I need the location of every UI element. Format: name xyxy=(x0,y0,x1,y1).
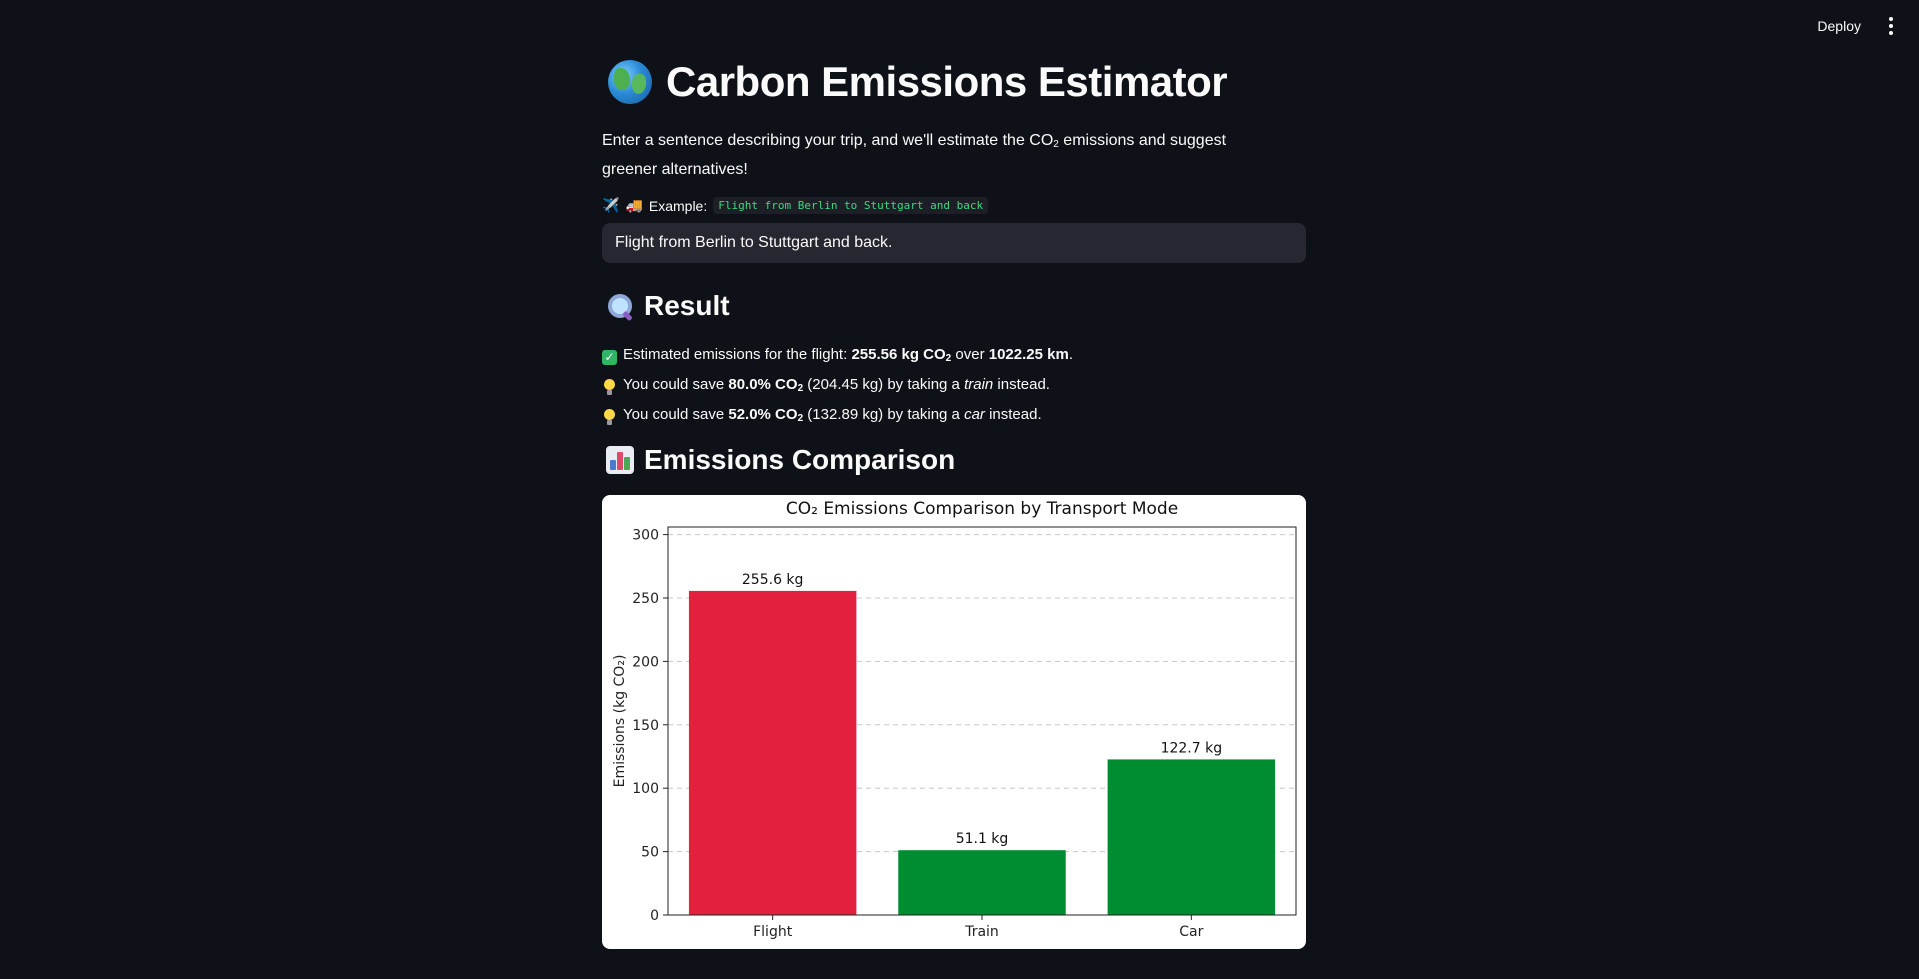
bar-value-label: 122.7 kg xyxy=(1161,740,1223,756)
bar-train xyxy=(898,850,1066,915)
magnifying-glass-icon xyxy=(606,292,634,320)
comparison-heading: Emissions Comparison xyxy=(606,444,955,476)
trip-input[interactable] xyxy=(602,223,1306,263)
bar-car xyxy=(1107,759,1276,915)
y-tick-label: 200 xyxy=(632,654,659,670)
result-list: ✓ Estimated emissions for the flight: 25… xyxy=(602,342,1073,432)
emissions-bar-chart: CO₂ Emissions Comparison by Transport Mo… xyxy=(612,499,1297,940)
y-tick-label: 0 xyxy=(650,908,659,924)
bar-chart-icon xyxy=(606,446,634,474)
bar-value-label: 51.1 kg xyxy=(956,831,1009,847)
plot-frame xyxy=(667,526,1297,916)
y-tick-label: 150 xyxy=(632,718,659,734)
truck-icon: 🚚 xyxy=(625,197,643,213)
page-title: Carbon Emissions Estimator xyxy=(666,58,1228,105)
emissions-chart: CO₂ Emissions Comparison by Transport Mo… xyxy=(602,495,1306,949)
result-heading: Result xyxy=(606,290,730,322)
example-code: Flight from Berlin to Stuttgart and back xyxy=(713,197,989,214)
lightbulb-icon xyxy=(602,378,617,396)
y-tick-label: 250 xyxy=(632,591,659,607)
result-train-line: You could save 80.0% CO2 (204.45 kg) by … xyxy=(602,372,1073,402)
top-bar: Deploy xyxy=(0,0,1919,52)
checkmark-icon: ✓ xyxy=(602,349,617,365)
main-menu-icon[interactable] xyxy=(1883,14,1899,38)
y-axis-label: Emissions (kg CO₂) xyxy=(612,655,628,788)
result-emissions-line: ✓ Estimated emissions for the flight: 25… xyxy=(602,342,1073,372)
intro-text: Enter a sentence describing your trip, a… xyxy=(602,132,1227,178)
y-tick-label: 300 xyxy=(632,528,659,544)
result-car-line: You could save 52.0% CO2 (132.89 kg) by … xyxy=(602,402,1073,432)
x-tick-label: Car xyxy=(1179,924,1203,940)
y-tick-label: 100 xyxy=(632,781,659,797)
bar-flight xyxy=(688,590,857,915)
example-hint: ✈️ 🚚 Example: Flight from Berlin to Stut… xyxy=(602,197,989,214)
page-header: Carbon Emissions Estimator xyxy=(608,58,1228,106)
airplane-icon: ✈️ xyxy=(602,197,620,213)
chart-title: CO₂ Emissions Comparison by Transport Mo… xyxy=(786,499,1178,519)
globe-icon xyxy=(608,60,652,104)
y-tick-label: 50 xyxy=(641,845,659,861)
x-tick-label: Flight xyxy=(753,924,793,940)
deploy-button[interactable]: Deploy xyxy=(1809,14,1869,38)
x-tick-label: Train xyxy=(964,924,999,940)
bar-value-label: 255.6 kg xyxy=(742,572,804,588)
example-label: Example: xyxy=(648,197,708,214)
lightbulb-icon xyxy=(602,408,617,426)
